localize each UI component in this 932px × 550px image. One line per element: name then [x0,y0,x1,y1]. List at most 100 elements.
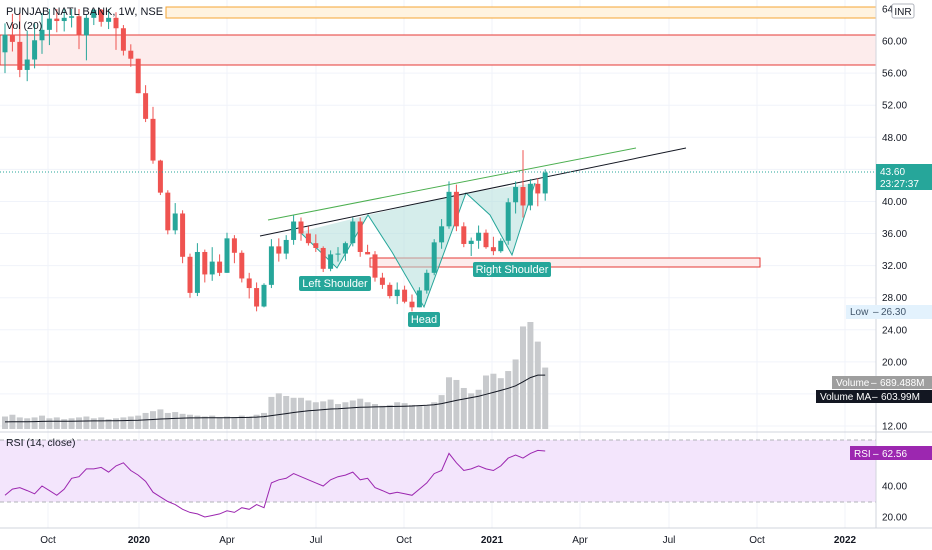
candle-body [527,183,533,206]
candle [2,23,8,74]
candle-body [39,29,45,41]
time-axis[interactable]: Oct 2020 Apr Jul Oct 2021 Apr Jul Oct 2022 [40,535,856,546]
low-label: Low [850,307,869,318]
candle [239,250,245,283]
candle [328,250,334,272]
candle-body [372,254,378,278]
candle-body [498,240,504,252]
time-tick-label: Jul [663,535,676,546]
rsi-tick-label: 40.00 [882,482,907,493]
candle [498,238,504,253]
price-tick-label: 32.00 [882,261,907,272]
volume-bar [24,418,31,429]
volume-bar [409,404,415,429]
low-dash: – [873,307,879,318]
orange-zone[interactable] [165,6,877,19]
candle-body [172,213,178,231]
right-shoulder-label[interactable]: Right Shoulder [473,262,551,277]
candle-body [106,17,112,22]
candle [535,178,541,207]
price-axis[interactable]: 6460.0056.0052.0048.0044.0040.0036.0032.… [882,5,907,433]
volume-legend[interactable]: Vol (20) [6,20,43,32]
candle [24,30,30,82]
volume-bar [246,416,253,429]
candle-body [476,232,482,241]
candle-body [157,160,163,193]
left-shoulder-label[interactable]: Left Shoulder [299,276,371,291]
time-tick-label: Oct [40,535,56,546]
candle-body [424,272,430,291]
volume-bar [194,415,201,429]
rsi-tag-value: 62.56 [882,449,907,460]
volume-bar [527,322,534,429]
candle-body [2,34,8,53]
volume-bar [386,404,393,429]
volume-bar [534,341,541,429]
candle [490,236,496,256]
neckline-box[interactable] [369,257,761,268]
volume-label: Volume [836,378,870,389]
volume-bar [542,367,549,429]
candle-body [135,58,141,94]
candle [446,181,452,229]
candle-body [328,254,334,269]
price-tick-label: 28.00 [882,293,907,304]
volume-bar [401,403,408,429]
volume-bar [164,412,171,429]
candle-body [54,18,60,22]
candle-body [439,226,445,243]
volume-bar [261,412,267,429]
candle-body [402,289,408,302]
volume-ma-value: 603.99M [881,392,920,403]
neckline[interactable] [259,147,687,237]
volume-bar [423,405,430,429]
candle-body [83,17,89,36]
volume-bar [209,415,216,429]
volume-bar [394,402,401,429]
candle-body [239,252,245,279]
volume-bar [224,416,230,429]
volume-ma-label: Volume MA [820,392,871,403]
time-tick-label: Oct [396,535,412,546]
candle-body [313,243,319,248]
chart-title[interactable]: PUNJAB NATL BANK, 1W, NSE [6,6,164,18]
time-tick-label: 2020 [128,535,151,546]
candle [231,235,237,264]
head-label[interactable]: Head [408,312,440,327]
volume-bar [39,415,45,429]
currency-badge[interactable]: INR [891,3,915,19]
candle [194,243,200,297]
candle [83,14,89,61]
volume-bar [327,399,334,429]
time-tick-label: 2021 [481,535,504,546]
time-tick-label: 2022 [834,535,857,546]
candle-body [69,16,75,18]
rsi-tick-label: 20.00 [882,513,907,524]
candle-body [490,247,496,252]
time-tick-label: Apr [219,535,235,546]
volume-bar [16,417,23,429]
candle [468,237,474,256]
candle-body [446,191,452,227]
candle-body [453,191,459,227]
volume-bar [460,387,467,429]
candle [128,44,134,67]
rsi-legend[interactable]: RSI (14, close) [6,437,76,449]
candle [165,190,171,235]
candle [387,282,393,299]
candle [305,226,311,246]
rsi-band [0,440,876,502]
candle-body [113,17,119,29]
candle [379,272,385,289]
candle [335,247,341,262]
candle [172,203,178,235]
channel-line[interactable] [267,147,637,221]
red-zone[interactable] [0,34,877,66]
candle [261,283,267,308]
candle-body [350,221,356,244]
volume-bar [216,417,223,429]
volume-bar [113,418,119,429]
candle-body [431,242,437,273]
